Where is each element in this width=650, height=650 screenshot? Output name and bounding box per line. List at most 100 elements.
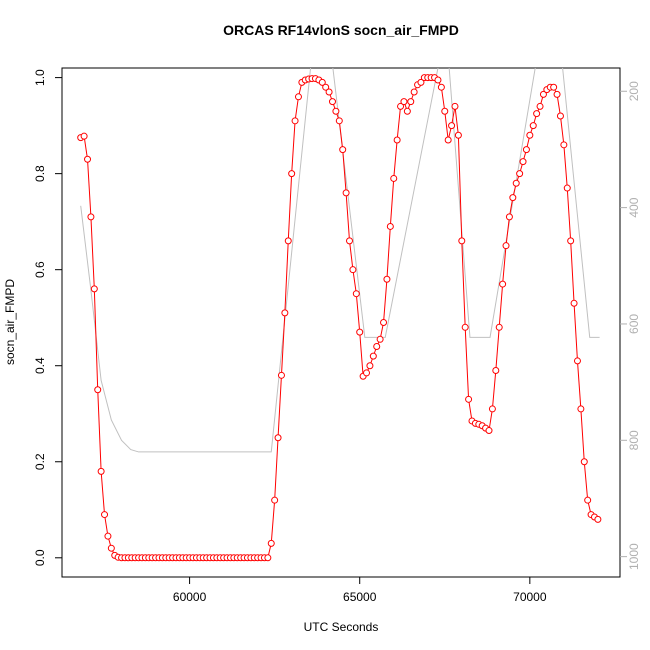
data-point — [522, 146, 530, 154]
data-point — [560, 141, 568, 149]
x-axis-label: UTC Seconds — [304, 620, 379, 634]
data-point — [318, 78, 326, 86]
data-point — [461, 323, 469, 331]
data-point — [397, 102, 405, 110]
data-point — [101, 511, 109, 519]
data-point — [107, 544, 115, 552]
series-line — [80, 68, 600, 453]
data-point — [563, 184, 571, 192]
y2-tick-label: 200 — [627, 81, 641, 101]
data-point — [499, 280, 507, 288]
y2-tick-label: 400 — [627, 197, 641, 217]
data-point — [277, 371, 285, 379]
data-point — [393, 136, 401, 144]
data-point — [291, 117, 299, 125]
y-tick-label: 0.6 — [33, 261, 47, 278]
x-tick-label: 65000 — [343, 590, 377, 604]
data-point — [410, 88, 418, 96]
data-point — [328, 98, 336, 106]
data-point — [509, 194, 517, 202]
plot-area — [77, 68, 602, 562]
y-axis-label: socn_air_FMPD — [3, 279, 17, 365]
data-point — [97, 467, 105, 475]
data-point — [502, 242, 510, 250]
data-point — [390, 174, 398, 182]
data-point — [580, 458, 588, 466]
y-tick-label: 0.0 — [33, 549, 47, 566]
chart-title: ORCAS RF14vlonS socn_air_FMPD — [223, 22, 459, 38]
data-point — [363, 369, 371, 377]
data-point — [465, 395, 473, 403]
y2-tick-label: 800 — [627, 430, 641, 450]
data-point — [441, 107, 449, 115]
plot-box — [61, 67, 621, 578]
y-tick-label: 0.2 — [33, 453, 47, 470]
y-tick-label: 0.4 — [33, 357, 47, 374]
data-point — [526, 131, 534, 139]
data-point — [417, 78, 425, 86]
data-point — [366, 362, 374, 370]
data-point — [322, 83, 330, 91]
data-point — [556, 112, 564, 120]
data-point — [87, 213, 95, 221]
y-tick-label: 1.0 — [33, 69, 47, 86]
data-point — [553, 90, 561, 98]
data-point — [594, 515, 602, 523]
data-point — [274, 434, 282, 442]
data-point — [573, 357, 581, 365]
data-point — [458, 237, 466, 245]
data-point — [492, 367, 500, 375]
data-point — [281, 309, 289, 317]
data-point — [519, 158, 527, 166]
data-point — [407, 98, 415, 106]
data-point — [512, 179, 520, 187]
data-point — [104, 532, 112, 540]
data-point — [356, 328, 364, 336]
x-tick-label: 70000 — [513, 590, 547, 604]
data-point — [448, 122, 456, 130]
data-point — [288, 170, 296, 178]
data-point — [349, 266, 357, 274]
data-point — [403, 107, 411, 115]
data-point — [577, 405, 585, 413]
y2-tick-label: 600 — [627, 314, 641, 334]
data-point — [536, 102, 544, 110]
data-point — [567, 237, 575, 245]
data-point — [294, 93, 302, 101]
data-point — [495, 323, 503, 331]
data-point — [386, 222, 394, 230]
data-point — [529, 122, 537, 130]
data-point — [400, 98, 408, 106]
data-point — [383, 275, 391, 283]
data-point — [352, 290, 360, 298]
data-point — [342, 189, 350, 197]
data-point — [485, 427, 493, 435]
data-point — [550, 83, 558, 91]
data-point — [380, 319, 388, 326]
data-point — [516, 170, 524, 178]
data-point — [570, 299, 578, 307]
data-point — [284, 237, 292, 245]
data-point — [505, 213, 513, 221]
data-point — [454, 131, 462, 139]
data-point — [451, 102, 459, 110]
data-point — [533, 110, 541, 118]
data-point — [84, 155, 92, 163]
data-point — [332, 107, 340, 115]
data-point — [373, 343, 381, 351]
data-point — [94, 386, 102, 394]
data-point — [264, 554, 272, 562]
data-point — [584, 496, 592, 504]
y-tick-label: 0.8 — [33, 165, 47, 182]
data-point — [539, 90, 547, 98]
x-tick-label: 60000 — [173, 590, 207, 604]
data-point — [335, 117, 343, 125]
data-point — [369, 352, 377, 360]
data-point — [376, 335, 384, 343]
data-point — [271, 496, 279, 504]
data-point — [80, 132, 88, 140]
data-point — [339, 146, 347, 154]
data-point — [267, 539, 275, 547]
